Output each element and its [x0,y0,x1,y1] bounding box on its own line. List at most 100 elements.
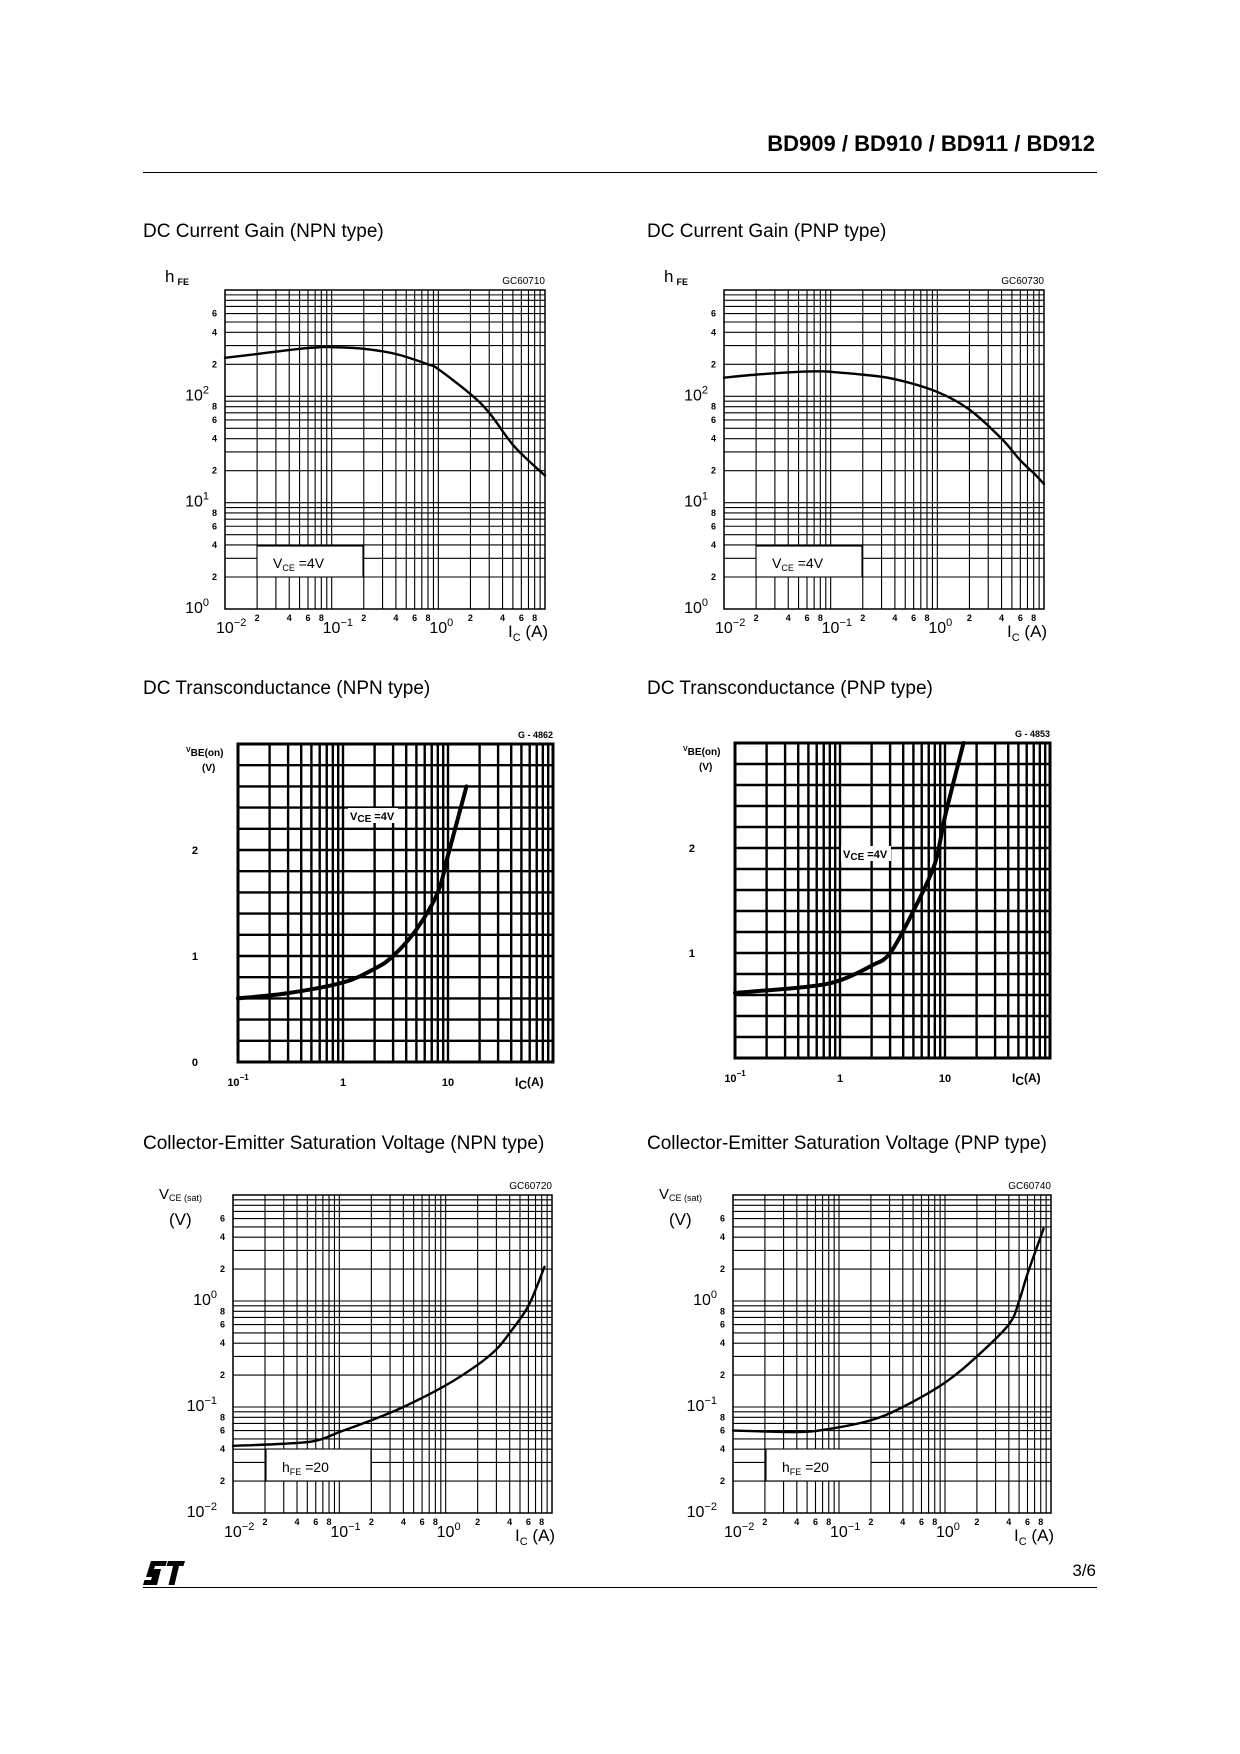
chart-code: GC60710 [502,276,545,287]
chart-code: GC60720 [509,1181,552,1192]
x-minor-tick-label: 2 [263,1517,268,1527]
y-minor-tick-label: 4 [720,1338,725,1348]
y-minor-tick-label: 2 [212,466,217,476]
x-tick-label: 10−2 [216,617,246,637]
y-minor-tick-label: 4 [720,1232,725,1242]
y-minor-tick-label: 8 [212,508,217,518]
plot-frame [732,1194,1052,1514]
x-tick-label: 10 [442,1077,454,1089]
x-minor-tick-label: 4 [900,1517,905,1527]
x-minor-tick-label: 4 [999,613,1004,623]
x-tick-label: 1 [340,1077,346,1089]
y-tick-label: 102 [185,384,209,404]
x-tick-label: 100 [429,617,453,637]
plot-frame [236,742,555,1064]
chart-title-hfe-npn: DC Current Gain (NPN type) [143,221,384,242]
grid [733,741,1050,1060]
y-minor-tick-label: 4 [212,540,217,550]
grid [732,1194,1051,1514]
y-axis-label: VBE(on) [683,746,720,758]
x-minor-tick-label: 8 [433,1517,438,1527]
y-minor-tick-label: 2 [220,1370,225,1380]
annotation-label: VCE =4V [273,555,325,573]
page-number: 3/6 [1072,1561,1096,1580]
y-axis-label: VCE (sat) [659,1186,702,1203]
y-minor-tick-label: 2 [212,359,217,369]
y-minor-tick-label: 6 [212,309,217,319]
x-minor-tick-label: 4 [1006,1517,1011,1527]
x-minor-tick-label: 8 [539,1517,544,1527]
y-minor-tick-label: 8 [720,1412,725,1422]
y-minor-tick-label: 4 [711,327,716,337]
x-minor-tick-label: 8 [826,1517,831,1527]
x-minor-tick-label: 4 [393,613,398,623]
y-tick-label: 2 [192,845,198,857]
y-tick-label: 10−1 [687,1395,717,1415]
x-minor-tick-label: 6 [305,613,310,623]
y-minor-tick-label: 4 [212,434,217,444]
annotation-background [348,808,398,823]
annotation-label: hFE =20 [782,1459,829,1477]
x-minor-tick-label: 6 [911,613,916,623]
chart-3: VCE =4V G - 4853 10−1 1 10 1 2 IC(A) VBE(on) (V) [683,729,1052,1088]
x-tick-label: 10−1 [830,1521,860,1541]
annotation-box [755,545,863,578]
y-minor-tick-label: 6 [212,415,217,425]
y-minor-tick-label: 2 [711,466,716,476]
y-minor-tick-label: 4 [220,1338,225,1348]
y-tick-label: 100 [185,597,209,617]
x-minor-tick-label: 6 [420,1517,425,1527]
x-minor-tick-label: 2 [369,1517,374,1527]
chart-code: GC60740 [1008,1181,1051,1192]
y-tick-label: 100 [693,1289,717,1309]
x-tick-label: 100 [928,617,952,637]
y-axis-unit: (V) [169,1210,192,1229]
x-minor-tick-label: 6 [804,613,809,623]
y-tick-label: 10−2 [187,1501,217,1521]
y-axis-label: VCE (sat) [159,1186,202,1203]
y-axis-unit: (V) [669,1210,692,1229]
chart-code: GC60730 [1001,276,1044,287]
x-minor-tick-label: 6 [919,1517,924,1527]
series-line [733,741,966,995]
y-tick-label: 0 [192,1057,198,1069]
chart-title-hfe-pnp: DC Current Gain (PNP type) [647,221,887,242]
x-minor-tick-label: 6 [313,1517,318,1527]
series-line [223,345,547,477]
x-tick-label: 10−2 [724,1521,754,1541]
x-minor-tick-label: 6 [412,613,417,623]
y-minor-tick-label: 2 [220,1264,225,1274]
y-minor-tick-label: 8 [212,402,217,412]
x-minor-tick-label: 2 [974,1517,979,1527]
x-minor-tick-label: 4 [794,1517,799,1527]
y-minor-tick-label: 8 [711,402,716,412]
x-tick-label: 10−2 [715,617,745,637]
y-axis-label: h FE [165,267,189,287]
y-minor-tick-label: 6 [720,1320,725,1330]
x-minor-tick-label: 8 [319,613,324,623]
plot-frame [733,741,1052,1060]
x-minor-tick-label: 2 [860,613,865,623]
y-tick-label: 100 [193,1289,217,1309]
chart-title-vcesat-pnp: Collector-Emitter Saturation Voltage (PN… [647,1133,1047,1154]
annotation-label: VCE =4V [772,555,824,573]
x-axis-label: IC (A) [508,622,548,644]
y-minor-tick-label: 2 [220,1476,225,1486]
annotation-label: VCE =4V [843,849,888,863]
y-minor-tick-label: 6 [711,309,716,319]
x-minor-tick-label: 8 [924,613,929,623]
x-minor-tick-label: 4 [892,613,897,623]
y-minor-tick-label: 4 [711,434,716,444]
st-logo [143,1561,185,1585]
x-tick-label: 10−2 [224,1521,254,1541]
x-minor-tick-label: 4 [500,613,505,623]
annotation-box [265,1448,372,1482]
y-minor-tick-label: 8 [720,1306,725,1316]
x-tick-label: 100 [437,1521,461,1541]
chart-title-transconductance-npn: DC Transconductance (NPN type) [143,678,431,699]
grid [236,742,553,1064]
